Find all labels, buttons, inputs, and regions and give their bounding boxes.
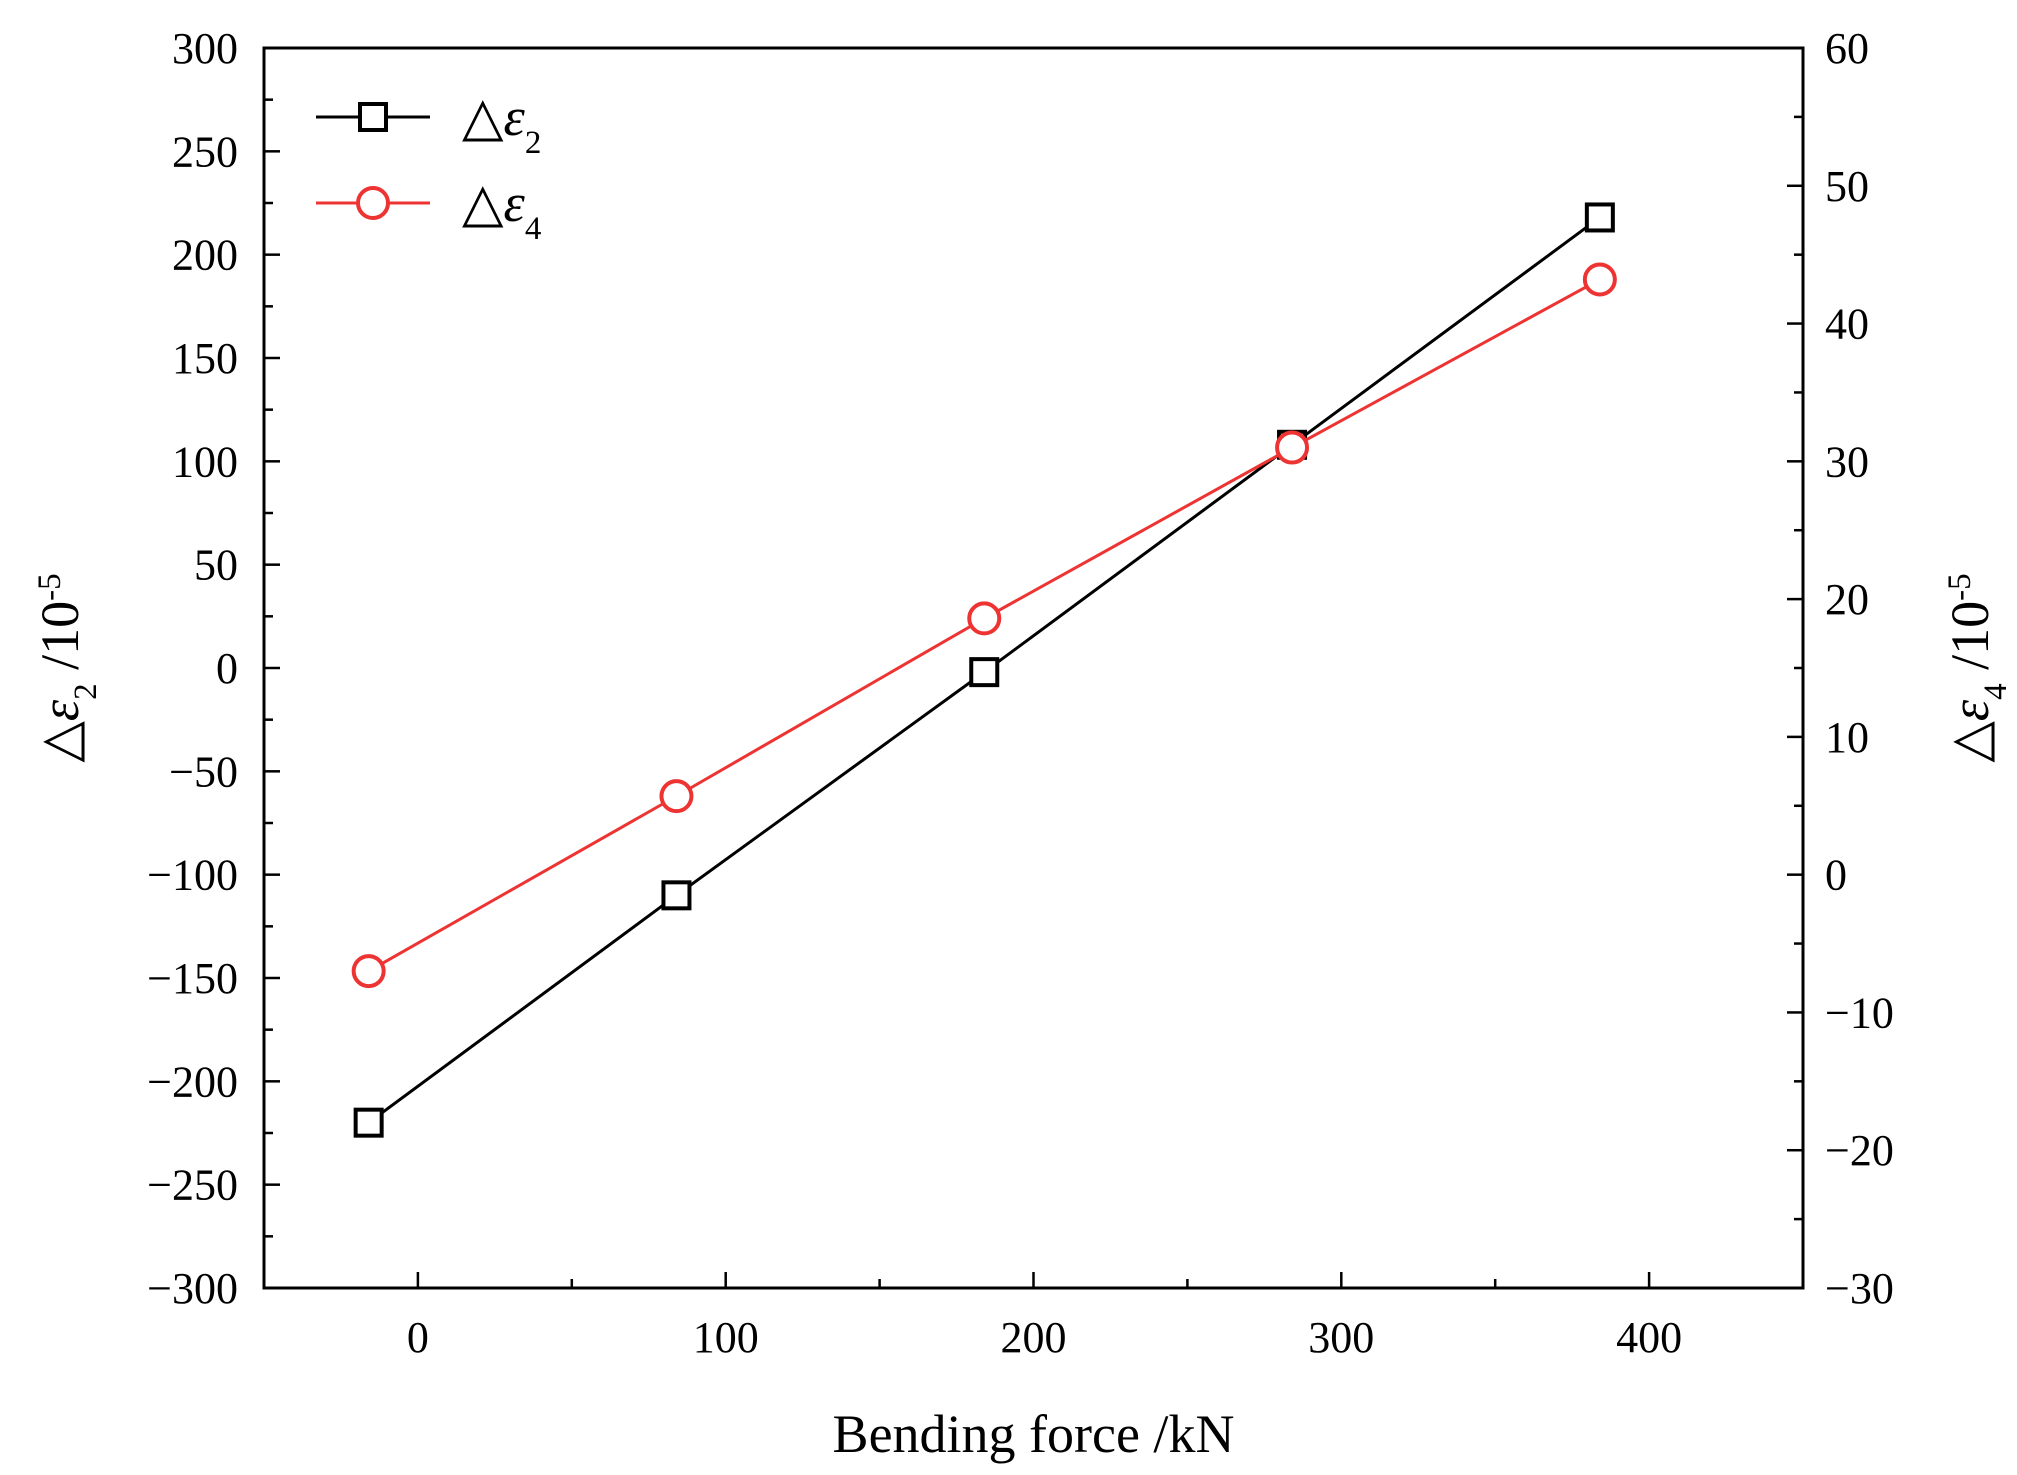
y-right-tick-label: −10: [1825, 988, 1894, 1037]
y-left-tick-label: −200: [147, 1057, 238, 1106]
y-left-tick-label: 0: [216, 644, 238, 693]
y-left-tick-label: 150: [172, 334, 238, 383]
data-point-circle: [659, 779, 694, 814]
data-point-square: [353, 1107, 384, 1138]
data-point-circle: [351, 954, 386, 989]
y-right-tick-label: 50: [1825, 162, 1869, 211]
y-right-tick-label: 30: [1825, 437, 1869, 486]
y-left-tick-label: −100: [147, 851, 238, 900]
data-point-circle: [1582, 262, 1617, 297]
y-right-tick-label: 20: [1825, 575, 1869, 624]
data-point-circle: [1275, 430, 1310, 465]
data-point-square: [969, 657, 1000, 688]
y-left-tick-label: −50: [169, 747, 238, 796]
y-left-tick-label: 200: [172, 231, 238, 280]
legend-marker-square: [358, 102, 388, 132]
x-axis-title: Bending force /kN: [833, 1404, 1235, 1464]
plot-frame: [262, 46, 1805, 1290]
y-left-axis-title: △ε2 /10-5: [30, 573, 104, 762]
data-point-square: [1584, 202, 1615, 233]
y-left-tick-label: 100: [172, 437, 238, 486]
legend-marker-circle: [356, 186, 390, 220]
data-point-square: [661, 880, 692, 911]
y-right-axis-title: △ε4 /10-5: [1940, 573, 2014, 762]
y-right-tick-label: −30: [1825, 1264, 1894, 1313]
legend: △ε2△ε4: [316, 87, 541, 247]
y-left-tick-label: 50: [194, 541, 238, 590]
axis-titles: Bending force /kN △ε2 /10-5 △ε4 /10-5: [30, 573, 2014, 1464]
x-tick-label: 100: [693, 1313, 759, 1362]
y-left-tick-label: −150: [147, 954, 238, 1003]
y-right-tick-label: 10: [1825, 713, 1869, 762]
x-tick-label: 0: [407, 1313, 429, 1362]
y-right-tick-label: 60: [1825, 24, 1869, 73]
legend-label: △ε2: [462, 87, 541, 161]
y-right-tick-label: 40: [1825, 300, 1869, 349]
x-tick-label: 400: [1616, 1313, 1682, 1362]
data-point-circle: [967, 601, 1002, 636]
y-left-tick-label: 300: [172, 24, 238, 73]
y-left-tick-label: −300: [147, 1264, 238, 1313]
x-tick-label: 300: [1308, 1313, 1374, 1362]
axes: 0 100 200 300 400−300−250−200−150−100−500501…: [147, 24, 1894, 1362]
y-left-tick-label: −250: [147, 1161, 238, 1210]
y-right-tick-label: 0: [1825, 851, 1847, 900]
y-right-tick-label: −20: [1825, 1126, 1894, 1175]
y-left-tick-label: 250: [172, 127, 238, 176]
legend-label: △ε4: [462, 173, 541, 247]
series-layer: [351, 202, 1617, 1138]
x-tick-label: 200: [1001, 1313, 1067, 1362]
